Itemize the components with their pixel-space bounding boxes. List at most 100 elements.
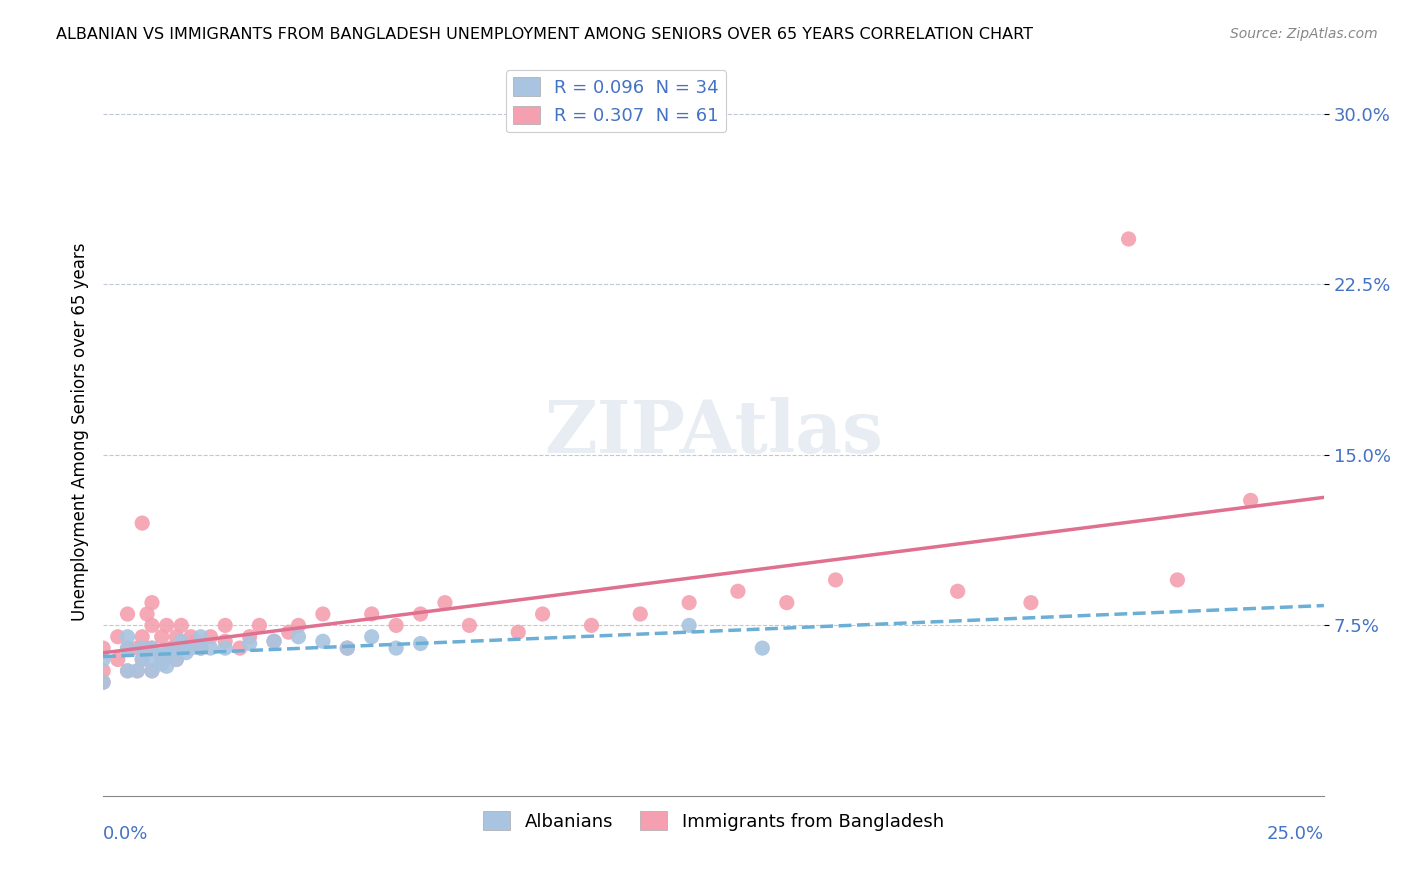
Point — [508, 625, 530, 640]
Point — [277, 625, 299, 640]
Point — [200, 630, 222, 644]
Point — [628, 607, 651, 621]
Point — [190, 641, 212, 656]
Point — [117, 664, 139, 678]
Text: ZIPAtlas: ZIPAtlas — [544, 397, 883, 467]
Point — [107, 652, 129, 666]
Point — [117, 664, 139, 678]
Point — [117, 630, 139, 644]
Point — [1240, 493, 1263, 508]
Point — [287, 630, 309, 644]
Point — [776, 596, 799, 610]
Point — [150, 630, 173, 644]
Point — [150, 648, 173, 662]
Point — [91, 652, 114, 666]
Point — [155, 618, 177, 632]
Point — [409, 607, 432, 621]
Text: 0.0%: 0.0% — [103, 825, 149, 843]
Point — [127, 664, 149, 678]
Legend: Albanians, Immigrants from Bangladesh: Albanians, Immigrants from Bangladesh — [475, 804, 950, 838]
Point — [214, 618, 236, 632]
Point — [247, 618, 270, 632]
Point — [127, 664, 149, 678]
Point — [170, 641, 193, 656]
Point — [170, 618, 193, 632]
Point — [174, 641, 197, 656]
Point — [141, 641, 163, 656]
Point — [131, 516, 153, 530]
Point — [385, 641, 408, 656]
Point — [165, 652, 187, 666]
Point — [312, 607, 335, 621]
Point — [180, 641, 202, 656]
Point — [287, 618, 309, 632]
Point — [678, 596, 700, 610]
Point — [165, 652, 187, 666]
Point — [214, 641, 236, 656]
Text: ALBANIAN VS IMMIGRANTS FROM BANGLADESH UNEMPLOYMENT AMONG SENIORS OVER 65 YEARS : ALBANIAN VS IMMIGRANTS FROM BANGLADESH U… — [56, 27, 1033, 42]
Point — [458, 618, 481, 632]
Point — [385, 618, 408, 632]
Point — [155, 648, 177, 662]
Point — [751, 641, 773, 656]
Point — [190, 630, 212, 644]
Point — [160, 641, 183, 656]
Point — [263, 634, 285, 648]
Text: Source: ZipAtlas.com: Source: ZipAtlas.com — [1230, 27, 1378, 41]
Point — [141, 596, 163, 610]
Point — [131, 652, 153, 666]
Point — [433, 596, 456, 610]
Point — [117, 641, 139, 656]
Point — [531, 607, 554, 621]
Point — [141, 641, 163, 656]
Point — [312, 634, 335, 648]
Point — [136, 607, 159, 621]
Point — [150, 657, 173, 671]
Point — [336, 641, 359, 656]
Point — [117, 607, 139, 621]
Point — [214, 634, 236, 648]
Point — [155, 659, 177, 673]
Point — [180, 630, 202, 644]
Point — [263, 634, 285, 648]
Point — [184, 634, 207, 648]
Point — [155, 646, 177, 660]
Point — [409, 636, 432, 650]
Point — [239, 630, 262, 644]
Point — [150, 652, 173, 666]
Point — [165, 641, 187, 656]
Point — [141, 618, 163, 632]
Point — [141, 652, 163, 666]
Point — [127, 641, 149, 656]
Point — [239, 636, 262, 650]
Point — [131, 652, 153, 666]
Y-axis label: Unemployment Among Seniors over 65 years: Unemployment Among Seniors over 65 years — [72, 243, 89, 622]
Point — [1118, 232, 1140, 246]
Point — [131, 641, 153, 656]
Point — [117, 641, 139, 656]
Point — [1166, 573, 1188, 587]
Point — [91, 641, 114, 656]
Point — [170, 634, 193, 648]
Point — [581, 618, 603, 632]
Point — [360, 630, 382, 644]
Point — [678, 618, 700, 632]
Point — [360, 607, 382, 621]
Point — [91, 664, 114, 678]
Point — [336, 641, 359, 656]
Point — [229, 641, 252, 656]
Point — [190, 641, 212, 656]
Point — [727, 584, 749, 599]
Point — [946, 584, 969, 599]
Point — [136, 641, 159, 656]
Point — [131, 630, 153, 644]
Point — [165, 630, 187, 644]
Point — [200, 641, 222, 656]
Point — [141, 664, 163, 678]
Point — [174, 646, 197, 660]
Point — [1019, 596, 1042, 610]
Point — [91, 675, 114, 690]
Point — [824, 573, 846, 587]
Point — [107, 630, 129, 644]
Text: 25.0%: 25.0% — [1267, 825, 1324, 843]
